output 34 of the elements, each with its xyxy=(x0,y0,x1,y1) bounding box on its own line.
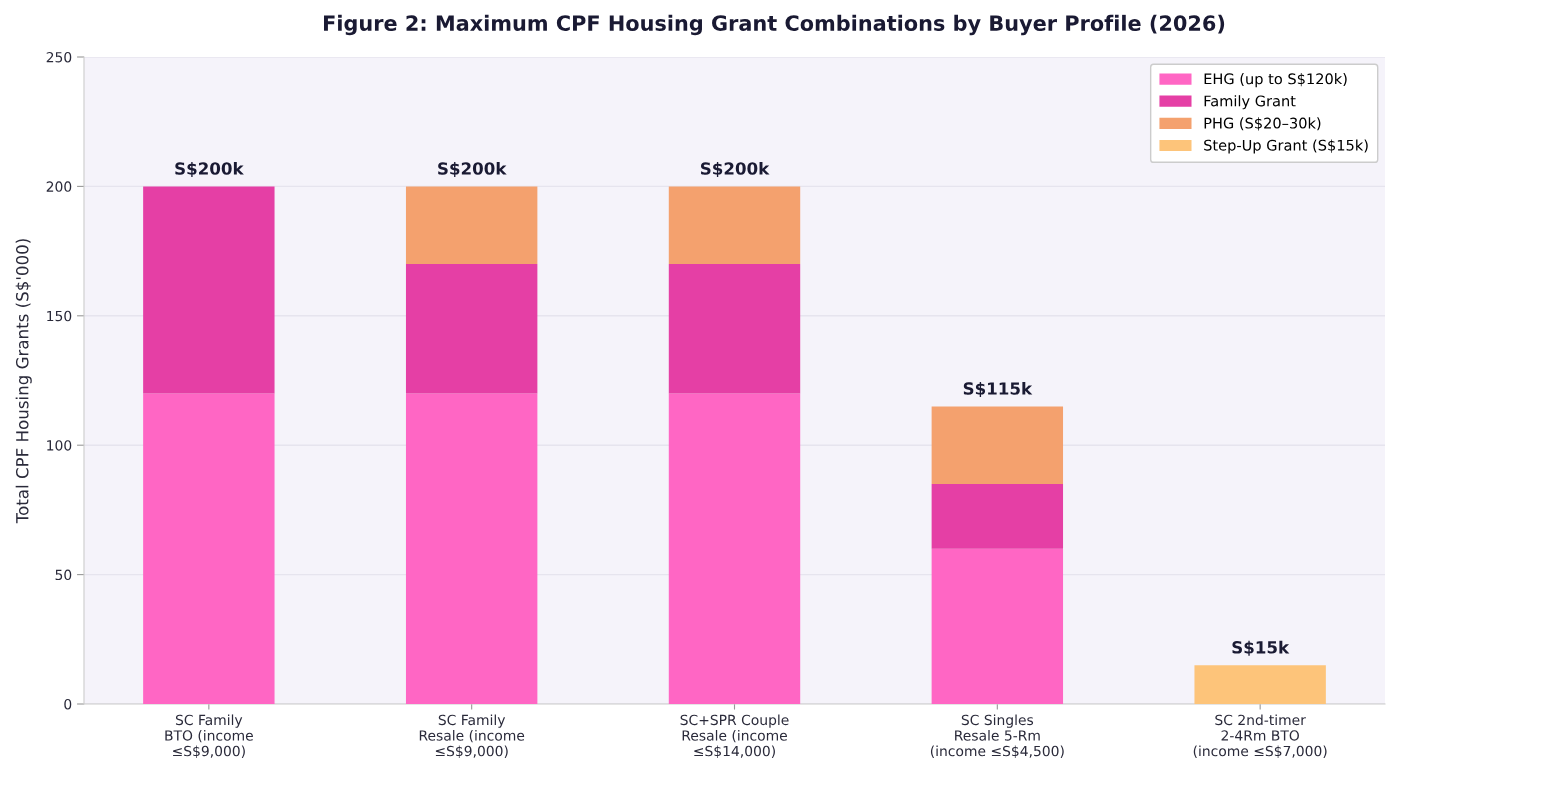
y-tick-label: 150 xyxy=(47,310,72,322)
legend-label: PHG (S$20–30k) xyxy=(1204,117,1321,131)
x-tick-label: SC 2nd-timer 2‑4Rm BTO (income ≤S$7,000) xyxy=(1193,714,1327,759)
x-tick-label: SC Family BTO (income ≤S$9,000) xyxy=(165,714,253,759)
x-tick-label: SC Singles Resale 5-Rm (income ≤S$4,500) xyxy=(930,714,1064,759)
legend-label: Family Grant xyxy=(1204,95,1296,110)
chart-title: Figure 2: Maximum CPF Housing Grant Combinations by Buyer Profile (2026) xyxy=(324,14,1225,36)
bar xyxy=(405,393,538,704)
bar xyxy=(405,186,538,265)
bar xyxy=(143,393,275,704)
bar xyxy=(931,484,1064,549)
legend-label: Step-Up Grant (S$15k) xyxy=(1204,139,1368,154)
bar xyxy=(931,406,1064,485)
bar xyxy=(405,264,538,394)
bar xyxy=(1194,665,1326,704)
x-tick-label: SC+SPR Couple Resale (income ≤S$14,000) xyxy=(680,714,789,759)
bar xyxy=(143,186,275,394)
bar xyxy=(668,186,801,265)
y-tick-label: 50 xyxy=(55,569,72,581)
total-label: S$200k xyxy=(175,161,244,178)
bar xyxy=(668,393,801,704)
total-label: S$200k xyxy=(438,161,507,178)
y-tick-label: 0 xyxy=(64,698,72,710)
bar xyxy=(931,548,1064,704)
y-tick-label: 200 xyxy=(46,181,72,192)
x-tick-label: SC Family Resale (income ≤S$9,000) xyxy=(419,714,525,759)
total-label: S$200k xyxy=(700,161,770,178)
total-label: S$115k xyxy=(963,381,1033,398)
legend-label: EHG (up to S$120k) xyxy=(1204,73,1347,88)
bar xyxy=(668,264,801,394)
total-label: S$15k xyxy=(1232,640,1290,656)
y-tick-label: 250 xyxy=(46,51,72,63)
y-tick-label: 100 xyxy=(47,440,72,451)
y-axis-title: Total CPF Housing Grants (S$'000) xyxy=(15,239,32,524)
